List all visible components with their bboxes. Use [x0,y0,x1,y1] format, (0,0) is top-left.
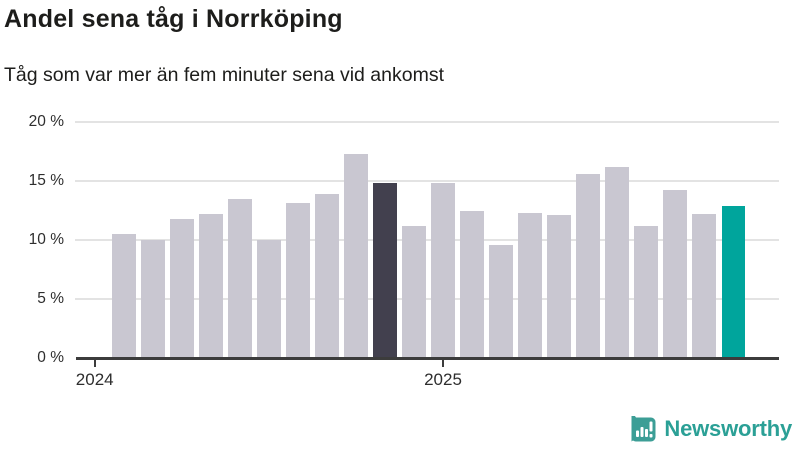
bar [257,240,281,358]
y-axis-tick-label: 20 % [28,113,64,130]
bar [170,218,194,358]
bar [547,215,571,358]
x-axis-tick-label: 2024 [75,370,114,389]
bar [402,225,426,358]
x-axis-tick [442,359,445,367]
bar [373,183,397,358]
bar [344,153,368,358]
bar [605,166,629,358]
bar [634,225,658,358]
bar [518,212,542,358]
bar [431,183,455,358]
logo-wordmark: Newsworthy [664,416,792,441]
newsworthy-logo: Newsworthy [630,414,792,444]
bar-chart-speech-bubble-icon [631,415,656,441]
y-axis-tick-label: 5 % [37,290,64,307]
chart-subtitle: Tåg som var mer än fem minuter sena vid … [4,64,444,86]
bar [721,205,745,358]
y-axis-tick-label: 10 % [28,231,64,248]
gridline [75,121,779,123]
x-axis-tick-label: 2025 [424,370,462,389]
gridline [75,239,779,241]
bar [228,198,252,358]
gridline [75,298,779,300]
gridline [75,180,779,182]
bar [489,244,513,358]
y-axis-tick-label: 0 % [37,349,64,366]
chart-title: Andel sena tåg i Norrköping [4,5,343,33]
bar [199,214,223,358]
bar [112,234,136,358]
bar [692,214,716,358]
x-axis-tick [93,359,96,367]
plot-area: 0 % 5 % 10 % 15 % 20 % 2024 2025 [0,113,800,389]
x-axis-line [76,357,779,360]
bar [315,193,339,358]
bar [286,203,310,358]
bar [141,240,165,358]
bar [663,190,687,358]
bar [460,210,484,358]
y-axis-tick-label: 15 % [28,172,64,189]
bar [576,173,600,358]
